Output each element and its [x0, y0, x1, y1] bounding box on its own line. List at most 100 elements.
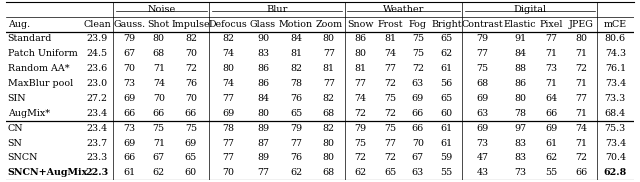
Text: 66: 66 [412, 109, 424, 118]
Text: 68: 68 [476, 79, 488, 88]
Text: 86: 86 [257, 64, 269, 73]
Text: 69: 69 [123, 139, 135, 148]
Text: 63: 63 [412, 79, 424, 88]
Text: 55: 55 [546, 168, 558, 177]
Text: 76: 76 [185, 79, 197, 88]
Text: 72: 72 [185, 64, 197, 73]
Text: 64: 64 [546, 94, 558, 103]
Text: 68.4: 68.4 [605, 109, 626, 118]
Text: 77: 77 [476, 49, 488, 58]
Text: Glass: Glass [250, 20, 276, 29]
Text: Bright: Bright [431, 20, 462, 29]
Text: 76: 76 [290, 153, 302, 162]
Text: Impulse: Impulse [172, 20, 210, 29]
Text: Zoom: Zoom [316, 20, 342, 29]
Text: 75: 75 [385, 124, 397, 133]
Text: 79: 79 [290, 124, 302, 133]
Text: mCE: mCE [604, 20, 627, 29]
Text: 97: 97 [514, 124, 526, 133]
Text: 73.4: 73.4 [605, 79, 626, 88]
Text: 81: 81 [385, 34, 397, 43]
Text: 24.5: 24.5 [86, 49, 108, 58]
Text: SNCN: SNCN [8, 153, 38, 162]
Text: 75.3: 75.3 [605, 124, 626, 133]
Text: 70: 70 [185, 49, 197, 58]
Text: Fog: Fog [409, 20, 427, 29]
Text: 73.4: 73.4 [605, 139, 626, 148]
Text: 69: 69 [185, 139, 197, 148]
Text: 62: 62 [153, 168, 165, 177]
Text: 71: 71 [153, 139, 164, 148]
Text: 71: 71 [153, 64, 164, 73]
Text: 80: 80 [323, 139, 335, 148]
Text: 61: 61 [546, 139, 558, 148]
Text: 63: 63 [476, 109, 488, 118]
Text: 80: 80 [575, 34, 588, 43]
Text: 69: 69 [222, 109, 234, 118]
Text: 81: 81 [323, 64, 335, 73]
Text: 72: 72 [412, 64, 424, 73]
Text: 82: 82 [222, 34, 234, 43]
Text: 23.4: 23.4 [86, 109, 108, 118]
Text: 23.3: 23.3 [86, 153, 108, 162]
Text: 70: 70 [222, 168, 234, 177]
Text: 65: 65 [440, 34, 452, 43]
Text: Defocus: Defocus [209, 20, 248, 29]
Text: 72: 72 [385, 79, 397, 88]
Text: 60: 60 [440, 109, 452, 118]
Text: 23.7: 23.7 [86, 139, 108, 148]
Text: 22.3: 22.3 [86, 168, 109, 177]
Text: 71: 71 [575, 49, 588, 58]
Text: 23.0: 23.0 [86, 79, 108, 88]
Text: 88: 88 [515, 64, 526, 73]
Text: 67: 67 [153, 153, 165, 162]
Text: 86: 86 [354, 34, 366, 43]
Text: 71: 71 [575, 139, 588, 148]
Text: 62: 62 [290, 168, 302, 177]
Text: Digital: Digital [513, 5, 547, 14]
Text: 68: 68 [153, 49, 165, 58]
Text: 60: 60 [185, 168, 197, 177]
Text: 66: 66 [412, 124, 424, 133]
Text: 70.4: 70.4 [605, 153, 626, 162]
Text: MaxBlur pool: MaxBlur pool [8, 79, 73, 88]
Text: 72: 72 [575, 153, 588, 162]
Text: 59: 59 [440, 153, 452, 162]
Text: 75: 75 [412, 49, 424, 58]
Text: 70: 70 [153, 94, 164, 103]
Text: 71: 71 [546, 49, 557, 58]
Text: 69: 69 [546, 124, 558, 133]
Text: 82: 82 [185, 34, 197, 43]
Text: 55: 55 [440, 168, 452, 177]
Text: 75: 75 [476, 64, 488, 73]
Text: 83: 83 [514, 139, 526, 148]
Text: 77: 77 [290, 139, 302, 148]
Text: 86: 86 [514, 79, 526, 88]
Text: 27.2: 27.2 [86, 94, 108, 103]
Text: 77: 77 [385, 64, 397, 73]
Text: 47: 47 [476, 153, 488, 162]
Text: 80: 80 [323, 153, 335, 162]
Text: 76.1: 76.1 [605, 64, 626, 73]
Text: 70: 70 [123, 64, 135, 73]
Text: SNCN+AugMix: SNCN+AugMix [8, 168, 88, 177]
Text: Snow: Snow [347, 20, 374, 29]
Text: Noise: Noise [147, 5, 175, 14]
Text: JPEG: JPEG [569, 20, 594, 29]
Text: 81: 81 [355, 64, 366, 73]
Text: 80: 80 [355, 49, 366, 58]
Text: 89: 89 [257, 153, 269, 162]
Text: SN: SN [8, 139, 22, 148]
Text: 67: 67 [412, 153, 424, 162]
Text: Patch Uniform: Patch Uniform [8, 49, 77, 58]
Text: 89: 89 [257, 124, 269, 133]
Text: 65: 65 [385, 168, 397, 177]
Text: 74: 74 [153, 79, 164, 88]
Text: 69: 69 [412, 94, 424, 103]
Text: 62: 62 [354, 168, 366, 177]
Text: 81: 81 [290, 49, 302, 58]
Text: 62: 62 [546, 153, 558, 162]
Text: 77: 77 [575, 94, 588, 103]
Text: 67: 67 [123, 49, 135, 58]
Text: 66: 66 [546, 109, 558, 118]
